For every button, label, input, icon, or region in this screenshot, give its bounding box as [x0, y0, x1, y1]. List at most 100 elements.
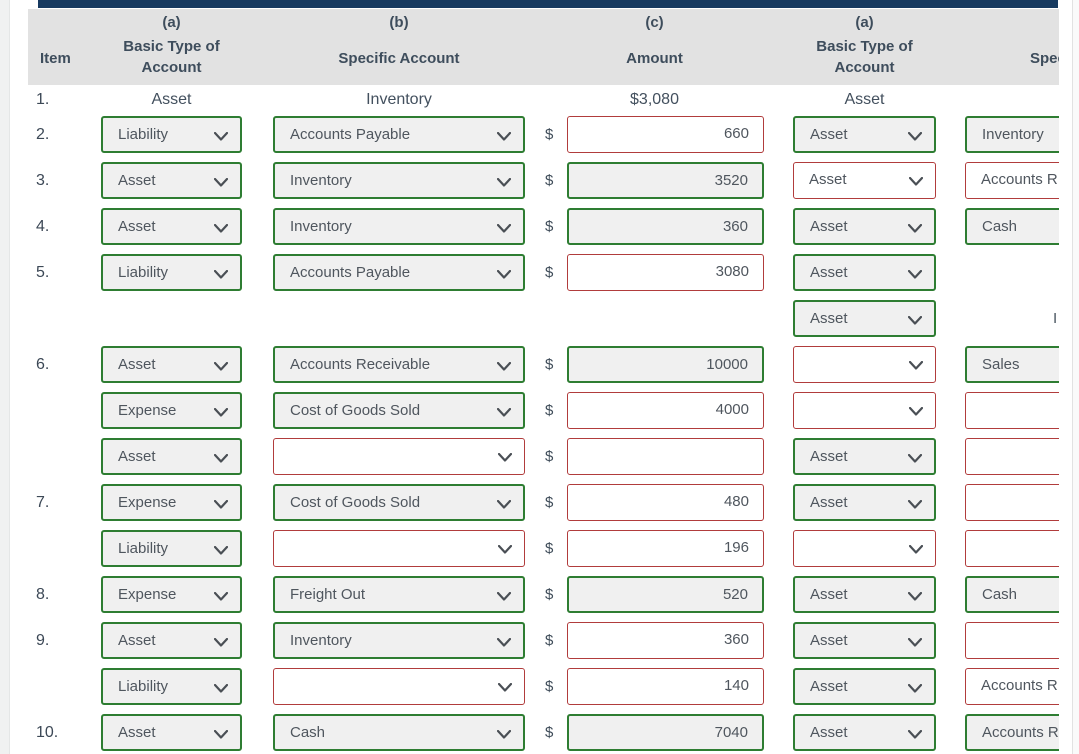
basic-type-dropdown[interactable]: Liability — [101, 254, 242, 291]
basic-type-dropdown[interactable]: Liability — [101, 116, 242, 153]
chevron-down-icon — [214, 638, 228, 647]
basic-type-dropdown[interactable]: Expense — [101, 392, 242, 429]
specific-account-dropdown[interactable]: Cash — [273, 714, 525, 751]
specific-account-dropdown[interactable]: Cost of Goods Sold — [273, 392, 525, 429]
specific-account-2-dropdown-value: Accounts R — [981, 677, 1058, 694]
basic-type-dropdown-value: Asset — [118, 218, 156, 235]
specific-account-2-dropdown[interactable]: Cash — [965, 576, 1059, 613]
basic-type-dropdown[interactable]: Liability — [101, 530, 242, 567]
basic-type-2-dropdown[interactable] — [793, 530, 936, 567]
specific-account-2-dropdown[interactable]: Accounts R — [965, 668, 1059, 705]
specific-account-2-dropdown[interactable]: Inventory — [965, 116, 1059, 153]
basic-type-dropdown[interactable]: Asset — [101, 622, 242, 659]
specific-account-dropdown-value: Accounts Payable — [290, 264, 411, 281]
amount-input[interactable]: 10000 — [567, 346, 764, 383]
basic-type-2-dropdown[interactable]: Asset — [793, 576, 936, 613]
specific-account-2-dropdown[interactable]: Accounts R — [965, 714, 1059, 751]
specific-account-dropdown[interactable]: Cost of Goods Sold — [273, 484, 525, 521]
static-basic-type-2: Asset — [844, 91, 885, 108]
dollar-sign: $ — [545, 126, 554, 143]
basic-type-dropdown[interactable]: Asset — [101, 438, 242, 475]
basic-type-dropdown[interactable]: Expense — [101, 576, 242, 613]
basic-type-2-dropdown-value: Asset — [810, 632, 848, 649]
chevron-down-icon — [909, 407, 923, 416]
amount-input[interactable]: 3520 — [567, 162, 764, 199]
amount-input[interactable]: 140 — [567, 668, 764, 705]
chevron-down-icon — [214, 730, 228, 739]
specific-account-2-dropdown[interactable]: Accounts R — [965, 162, 1059, 199]
basic-type-2-dropdown[interactable]: Asset — [793, 714, 936, 751]
basic-type-2-dropdown[interactable]: Asset — [793, 668, 936, 705]
basic-type-dropdown[interactable]: Asset — [101, 714, 242, 751]
amount-input[interactable]: 7040 — [567, 714, 764, 751]
basic-type-2-dropdown[interactable]: Asset — [793, 622, 936, 659]
amount-input[interactable]: 196 — [567, 530, 764, 567]
specific-account-dropdown[interactable] — [273, 438, 525, 475]
basic-type-2-dropdown[interactable]: Asset — [793, 116, 936, 153]
header-item: Item — [40, 50, 71, 67]
amount-input-value: 4000 — [715, 401, 749, 418]
basic-type-dropdown[interactable]: Asset — [101, 346, 242, 383]
table-header: Item (a) Basic Type of Account (b) Speci… — [28, 9, 1059, 85]
amount-input[interactable]: 660 — [567, 116, 764, 153]
amount-input[interactable]: 480 — [567, 484, 764, 521]
amount-input[interactable]: 4000 — [567, 392, 764, 429]
specific-account-dropdown-value: Accounts Receivable — [290, 356, 431, 373]
specific-account-dropdown[interactable]: Inventory — [273, 622, 525, 659]
dollar-sign: $ — [545, 494, 554, 511]
amount-input[interactable]: 3080 — [567, 254, 764, 291]
header-col-a-line1: Basic Type of — [123, 38, 220, 55]
header-col-b-tag: (b) — [389, 14, 409, 31]
amount-input[interactable]: 360 — [567, 208, 764, 245]
static-basic-type: Asset — [151, 91, 192, 108]
basic-type-2-dropdown[interactable]: Asset — [793, 300, 936, 337]
amount-input[interactable]: 360 — [567, 622, 764, 659]
specific-account-2-dropdown[interactable]: Cash — [965, 208, 1059, 245]
basic-type-2-dropdown[interactable]: Asset — [793, 208, 936, 245]
basic-type-dropdown[interactable]: Asset — [101, 162, 242, 199]
dollar-sign: $ — [545, 724, 554, 741]
specific-account-dropdown[interactable]: Freight Out — [273, 576, 525, 613]
basic-type-2-dropdown-value: Asset — [810, 264, 848, 281]
specific-account-dropdown[interactable] — [273, 530, 525, 567]
specific-account-2-dropdown[interactable] — [965, 622, 1059, 659]
specific-account-2-dropdown[interactable] — [965, 438, 1059, 475]
specific-account-2-dropdown[interactable] — [965, 530, 1059, 567]
basic-type-2-dropdown[interactable] — [793, 346, 936, 383]
basic-type-2-dropdown-value: Asset — [810, 126, 848, 143]
basic-type-2-dropdown[interactable]: Asset — [793, 254, 936, 291]
basic-type-dropdown[interactable]: Liability — [101, 668, 242, 705]
dollar-sign: $ — [545, 586, 554, 603]
chevron-down-icon — [214, 592, 228, 601]
chevron-down-icon — [214, 546, 228, 555]
specific-account-2-dropdown[interactable]: Sales — [965, 346, 1059, 383]
chevron-down-icon — [497, 730, 511, 739]
chevron-down-icon — [497, 500, 511, 509]
basic-type-2-dropdown-value: Asset — [810, 678, 848, 695]
chevron-down-icon — [497, 592, 511, 601]
basic-type-dropdown[interactable]: Asset — [101, 208, 242, 245]
chevron-down-icon — [214, 362, 228, 371]
basic-type-2-dropdown[interactable]: Asset — [793, 438, 936, 475]
basic-type-dropdown-value: Asset — [118, 172, 156, 189]
specific-account-2-dropdown[interactable] — [965, 484, 1059, 521]
basic-type-dropdown[interactable]: Expense — [101, 484, 242, 521]
amount-input[interactable] — [567, 438, 764, 475]
specific-account-2-dropdown[interactable] — [965, 392, 1059, 429]
specific-account-dropdown[interactable]: Inventory — [273, 208, 525, 245]
specific-account-dropdown[interactable]: Accounts Receivable — [273, 346, 525, 383]
basic-type-2-dropdown[interactable]: Asset — [793, 162, 936, 199]
amount-input[interactable]: 520 — [567, 576, 764, 613]
specific-account-dropdown[interactable]: Inventory — [273, 162, 525, 199]
specific-account-dropdown[interactable]: Accounts Payable — [273, 116, 525, 153]
basic-type-2-dropdown[interactable]: Asset — [793, 484, 936, 521]
basic-type-dropdown-value: Asset — [118, 724, 156, 741]
chevron-down-icon — [909, 177, 923, 186]
basic-type-dropdown-value: Asset — [118, 632, 156, 649]
basic-type-2-dropdown[interactable] — [793, 392, 936, 429]
specific-account-2-dropdown-value: Sales — [982, 356, 1020, 373]
specific-account-dropdown[interactable] — [273, 668, 525, 705]
specific-account-dropdown[interactable]: Accounts Payable — [273, 254, 525, 291]
amount-input-value: 140 — [723, 677, 749, 694]
dollar-sign: $ — [545, 448, 554, 465]
